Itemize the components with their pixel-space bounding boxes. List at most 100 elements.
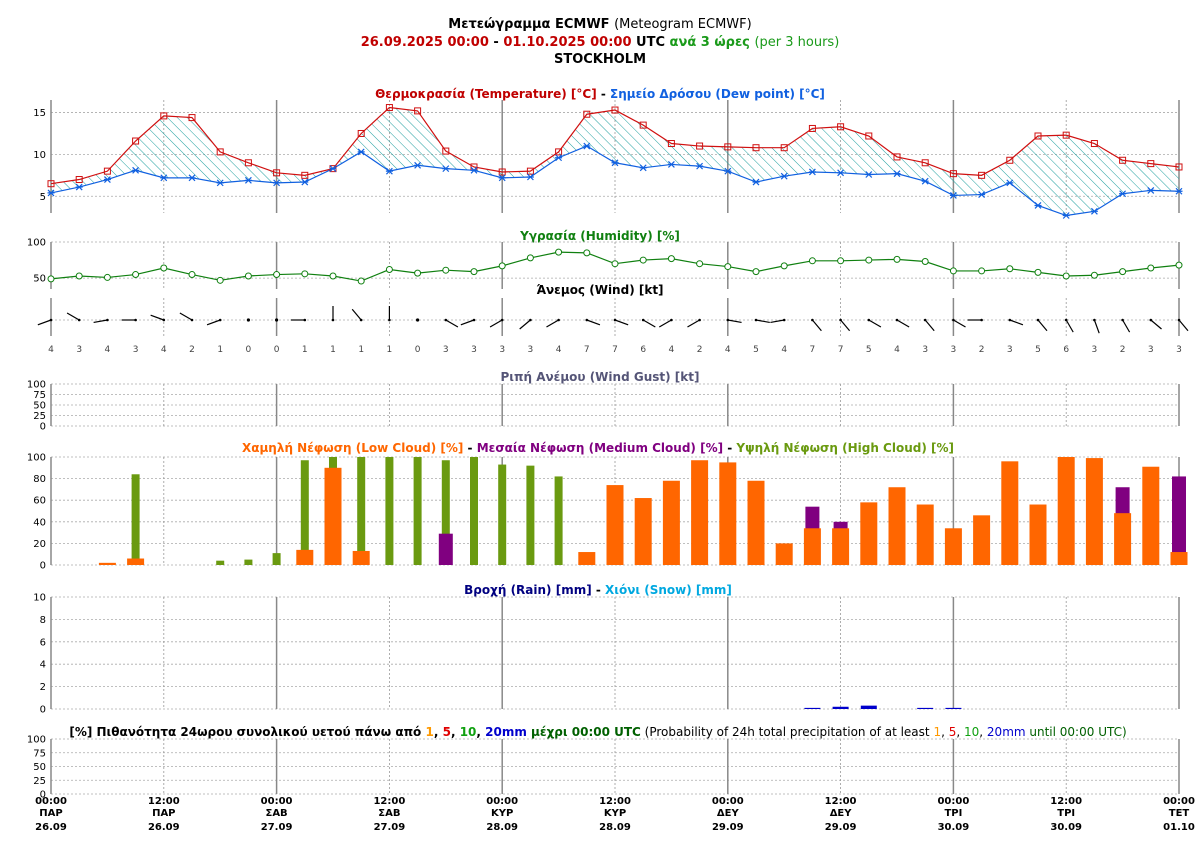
humidity-point: [244, 272, 252, 280]
temperature-point: [132, 137, 140, 145]
x-tick-date: 26.09: [35, 822, 67, 833]
humidity-point: [555, 248, 563, 256]
wind-barb: [460, 319, 475, 326]
wind-barb: [93, 319, 108, 324]
wind-barb-origin: [388, 318, 391, 322]
humidity-point: [329, 272, 337, 280]
wind-speed-label: 3: [1092, 345, 1098, 355]
dewpoint-point: [132, 166, 140, 174]
temperature-point: [414, 107, 422, 115]
temperature-point: [188, 114, 196, 122]
low-cloud-bar: [719, 462, 737, 565]
x-tick-time: 00:00: [486, 796, 518, 807]
wind-speed-label: 5: [753, 345, 759, 355]
humidity-point: [1119, 268, 1127, 276]
x-tick-time: 00:00: [712, 796, 744, 807]
dewpoint-point: [216, 179, 224, 187]
temperature-point: [1062, 131, 1070, 139]
wind-speed-label: 1: [217, 345, 223, 355]
low-cloud-bar: [832, 528, 850, 565]
high-cloud-bar: [300, 460, 309, 565]
low-cloud-bar: [98, 562, 116, 565]
temperature-point: [837, 123, 845, 131]
wind-barb: [924, 319, 935, 332]
temperature-line: [50, 106, 1180, 185]
humidity-point: [273, 271, 281, 279]
temperature-point: [978, 171, 986, 179]
wind-speed-label: 1: [387, 345, 393, 355]
humidity-point: [47, 275, 55, 283]
low-cloud-bar: [606, 485, 624, 565]
humidity-point: [893, 255, 901, 263]
x-tick-date: 29.09: [825, 822, 857, 833]
x-tick-date: 26.09: [148, 822, 180, 833]
wind-speed-label: 7: [612, 345, 618, 355]
x-tick-time: 00:00: [1163, 796, 1195, 807]
temperature-point: [442, 147, 450, 155]
humidity-ytick-label: 100: [27, 238, 46, 249]
humidity-point: [1090, 271, 1098, 279]
humidity-point: [470, 268, 478, 276]
wind-speed-label: 4: [725, 345, 731, 355]
temperature-dewpoint-spread: [51, 107, 1179, 216]
temperature-ytick-label: 5: [40, 192, 46, 203]
probability-ytick-label: 100: [27, 735, 46, 746]
x-tick-time: 12:00: [825, 796, 857, 807]
humidity-point: [442, 266, 450, 274]
wind-speed-label: 5: [866, 345, 872, 355]
humidity-point: [978, 267, 986, 275]
wind-barb-origin: [1177, 318, 1181, 322]
low-cloud-bar: [973, 515, 991, 565]
wind-barb-origin: [613, 318, 617, 322]
wind-barb-origin: [557, 318, 560, 322]
wind-barb-origin: [923, 318, 927, 322]
medium-cloud-bar: [438, 533, 453, 565]
dewpoint-point: [611, 159, 619, 167]
dewpoint-point: [949, 191, 957, 199]
wind-calm-mark: [416, 318, 420, 322]
dewpoint-point: [752, 178, 760, 186]
temperature-point: [301, 171, 309, 179]
wind-barb: [687, 319, 700, 328]
wind-barb: [586, 319, 601, 326]
low-cloud-bar: [691, 460, 709, 565]
temperature-point: [1006, 156, 1014, 164]
humidity-point: [132, 271, 140, 279]
low-cloud-bar: [127, 558, 145, 565]
humidity-point: [724, 263, 732, 271]
humidity-point: [1062, 272, 1070, 280]
x-tick-date: 30.09: [1050, 822, 1082, 833]
x-tick-time: 12:00: [373, 796, 405, 807]
dewpoint-point: [498, 174, 506, 182]
humidity-point: [160, 264, 168, 272]
temperature-point: [865, 132, 873, 140]
humidity-point: [667, 255, 675, 263]
x-tick-time: 00:00: [35, 796, 67, 807]
wind-barb: [727, 319, 742, 324]
cloud-ytick-label: 0: [40, 561, 46, 572]
rain-bar: [945, 707, 962, 709]
temperature-point: [216, 148, 224, 156]
wind-barb-origin: [472, 318, 476, 322]
temperature-point: [893, 153, 901, 161]
dewpoint-point: [865, 171, 873, 178]
wind-barb: [351, 308, 362, 321]
wind-speed-label: 3: [528, 345, 534, 355]
wind-speed-label: 3: [1176, 345, 1182, 355]
wind-barb: [658, 319, 672, 328]
wind-speed-label: 4: [894, 345, 900, 355]
temperature-point: [1090, 140, 1098, 148]
dewpoint-point: [414, 161, 422, 169]
low-cloud-bar: [1001, 461, 1019, 565]
wind-speed-label: 3: [922, 345, 928, 355]
wind-barb-origin: [106, 318, 109, 322]
wind-speed-label: 1: [302, 345, 308, 355]
wind-barb-origin: [952, 318, 955, 322]
wind-barb-origin: [1093, 318, 1096, 322]
wind-speed-label: 3: [133, 345, 139, 355]
low-cloud-bar: [944, 528, 962, 565]
title-greek: Μετεώγραμμα ECMWF: [448, 17, 610, 32]
high-cloud-bar: [385, 457, 394, 565]
x-tick-date: 01.10: [1163, 822, 1195, 833]
